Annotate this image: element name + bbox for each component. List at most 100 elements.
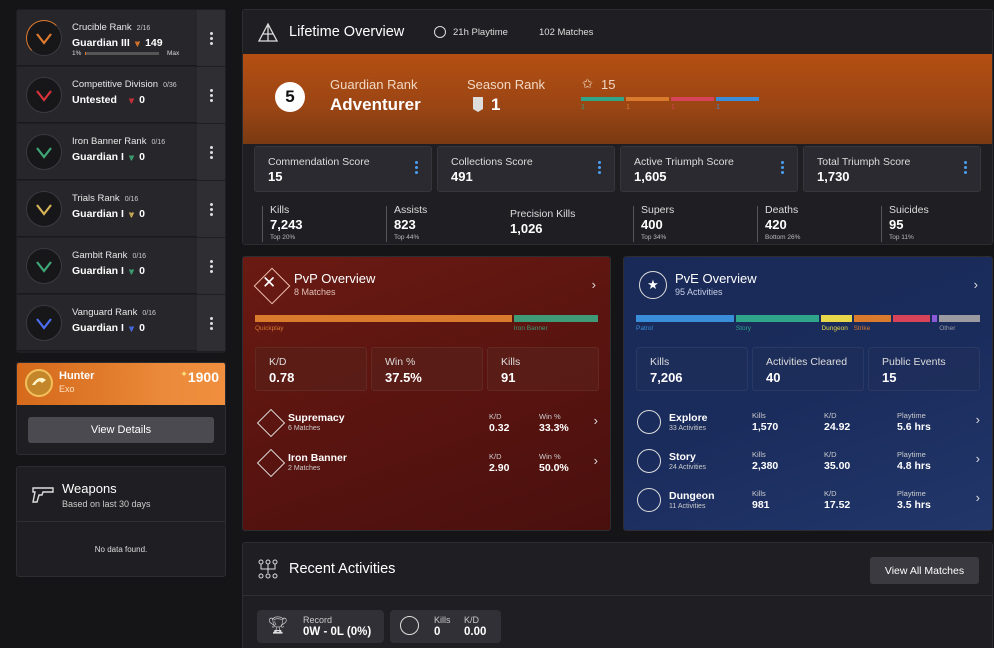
score-menu-button[interactable] — [598, 161, 601, 174]
rank-row[interactable]: Iron Banner Rank 0/16 Guardian I ⩔ 0 — [17, 124, 225, 180]
score-menu-button[interactable] — [964, 161, 967, 174]
chevron-right-icon[interactable]: › — [975, 412, 980, 427]
activity-icon — [637, 488, 661, 512]
kebab-dot-icon — [781, 166, 784, 169]
bar-segment-label: Other — [939, 325, 956, 332]
activity-name: Explore — [669, 412, 708, 424]
triumph-progress: 1 1 1 1 — [581, 97, 761, 117]
activity-stat-value: 17.52 — [824, 499, 851, 511]
rank-name-text: Iron Banner Rank — [72, 136, 147, 147]
activity-stat-label: K/D — [824, 450, 837, 459]
recent-activities-card: Recent Activities View All Matches 🏆︎ Re… — [242, 542, 993, 648]
score-menu-button[interactable] — [415, 161, 418, 174]
rank-menu-button[interactable] — [197, 181, 225, 237]
rank-points: ⩔ 0 — [129, 322, 145, 334]
clock-icon — [434, 26, 446, 38]
kebab-dot-icon — [415, 166, 418, 169]
bar-segment-label: Dungeon — [821, 325, 848, 332]
stat-divider — [633, 206, 634, 242]
rank-row[interactable]: Competitive Division 0/36 Untested ⩔ 0 — [17, 67, 225, 123]
rank-count: 2/16 — [136, 25, 151, 32]
stat-rank: Top 34% — [641, 234, 667, 241]
mode-name: Iron Banner — [288, 452, 347, 464]
bar-segment-label: Iron Banner — [513, 325, 548, 332]
chevron-right-icon[interactable]: › — [975, 451, 980, 466]
kebab-dot-icon — [964, 166, 967, 169]
triumph-count: 15 — [601, 77, 616, 92]
rank-points: ⩔ 0 — [129, 265, 145, 277]
pve-chevron-right-icon[interactable]: › — [973, 277, 978, 292]
triumph-bar-segment — [671, 97, 714, 101]
pvp-title: PvP Overview — [294, 271, 376, 286]
activity-icon — [637, 449, 661, 473]
summary-label: Win % — [385, 356, 416, 368]
view-all-matches-button[interactable]: View All Matches — [870, 557, 979, 584]
chevron-right-icon[interactable]: › — [593, 453, 598, 468]
pve-activity-row[interactable]: Story 24 Activities Kills 2,380 K/D 35.00 Play… — [624, 446, 992, 480]
pve-icon: ★ — [639, 271, 667, 299]
score-menu-button[interactable] — [781, 161, 784, 174]
rank-count: 0/16 — [132, 253, 147, 260]
score-label: Total Triumph Score — [817, 156, 911, 168]
lifetime-stat: Kills 7,243 Top 20% — [270, 204, 303, 241]
pvp-overview-card[interactable]: ✕ PvP Overview 8 Matches › Quickplay Iron… — [242, 256, 611, 531]
rank-progress-high: Max — [167, 50, 180, 57]
pvp-chevron-right-icon[interactable]: › — [591, 277, 596, 292]
kebab-dot-icon — [209, 207, 213, 211]
rank-menu-button[interactable] — [197, 67, 225, 123]
rank-points-icon: ⩔ — [129, 265, 135, 276]
pvp-mode-row[interactable]: Iron Banner 2 Matches K/D 2.90 Win % 50.0% › — [243, 448, 610, 483]
pve-activity-row[interactable]: Explore 33 Activities Kills 1,570 K/D 24.92 Pl… — [624, 407, 992, 441]
activity-stat-value: 3.5 hrs — [897, 499, 931, 511]
triumph-bar-segment — [626, 97, 669, 101]
activity-stat: K/D 17.52 — [824, 489, 850, 511]
summary-label: Kills — [650, 356, 670, 368]
rank-progress-track — [85, 52, 159, 55]
character-emblem[interactable]: Hunter Exo ✦1900 — [17, 363, 225, 405]
rank-points-icon: ⩔ — [129, 208, 135, 219]
stat-label: Suicides — [889, 204, 929, 216]
pve-activity-row[interactable]: Dungeon 11 Activities Kills 981 K/D 17.52 Play… — [624, 485, 992, 519]
bar-segment-label: Strike — [853, 325, 871, 332]
rank-menu-button[interactable] — [197, 295, 225, 351]
summary-box: K/D 0.78 — [255, 347, 367, 391]
lifetime-stat: Suicides 95 Top 11% — [889, 204, 929, 241]
lifetime-banner: 5 Guardian Rank Adventurer Season Rank 1… — [243, 54, 992, 144]
rank-emblem-icon — [26, 305, 62, 341]
view-details-button[interactable]: View Details — [28, 417, 214, 443]
mode-matches: 6 Matches — [288, 425, 321, 432]
bar-segment — [821, 315, 852, 322]
activity-name: Dungeon — [669, 490, 715, 502]
rank-count: 0/16 — [142, 310, 156, 317]
rank-row[interactable]: Trials Rank 0/16 Guardian I ⩔ 0 — [17, 181, 225, 237]
pve-overview-card[interactable]: ★ PvE Overview 95 Activities › Patrol Sto… — [623, 256, 993, 531]
rank-row[interactable]: Crucible Rank 2/16 Guardian III ⩔ 149 1% Max — [17, 10, 225, 66]
rank-row[interactable]: Gambit Rank 0/16 Guardian I ⩔ 0 — [17, 238, 225, 294]
win-label: Win % — [539, 452, 561, 461]
recent-header: Recent Activities View All Matches — [243, 543, 992, 596]
rank-points-value: 149 — [145, 37, 163, 49]
chevron-right-icon[interactable]: › — [975, 490, 980, 505]
rank-row[interactable]: Vanguard Rank 0/16 Guardian I ⩔ 0 — [17, 295, 225, 351]
rank-menu-button[interactable] — [197, 10, 225, 66]
activity-stat-label: Kills — [752, 489, 766, 498]
kebab-dot-icon — [598, 166, 601, 169]
activity-name: Story — [669, 451, 696, 463]
kebab-dot-icon — [209, 259, 213, 263]
summary-value: 40 — [766, 370, 781, 385]
pvp-mode-row[interactable]: Supremacy 6 Matches K/D 0.32 Win % 33.3% › — [243, 408, 610, 443]
rank-menu-button[interactable] — [197, 124, 225, 180]
kebab-dot-icon — [209, 316, 213, 320]
rank-menu-button[interactable] — [197, 238, 225, 294]
activity-stat: Kills 2,380 — [752, 450, 778, 472]
kebab-dot-icon — [209, 155, 213, 159]
stat-divider — [881, 206, 882, 242]
activity-count: 11 Activities — [669, 503, 706, 510]
kebab-dot-icon — [209, 326, 213, 330]
chevron-right-icon[interactable]: › — [593, 413, 598, 428]
kebab-dot-icon — [415, 171, 418, 174]
activity-stat-label: Playtime — [897, 489, 926, 498]
kebab-dot-icon — [598, 161, 601, 164]
bar-segment-label: Quickplay — [255, 325, 284, 332]
rank-count: 0/16 — [124, 196, 139, 203]
